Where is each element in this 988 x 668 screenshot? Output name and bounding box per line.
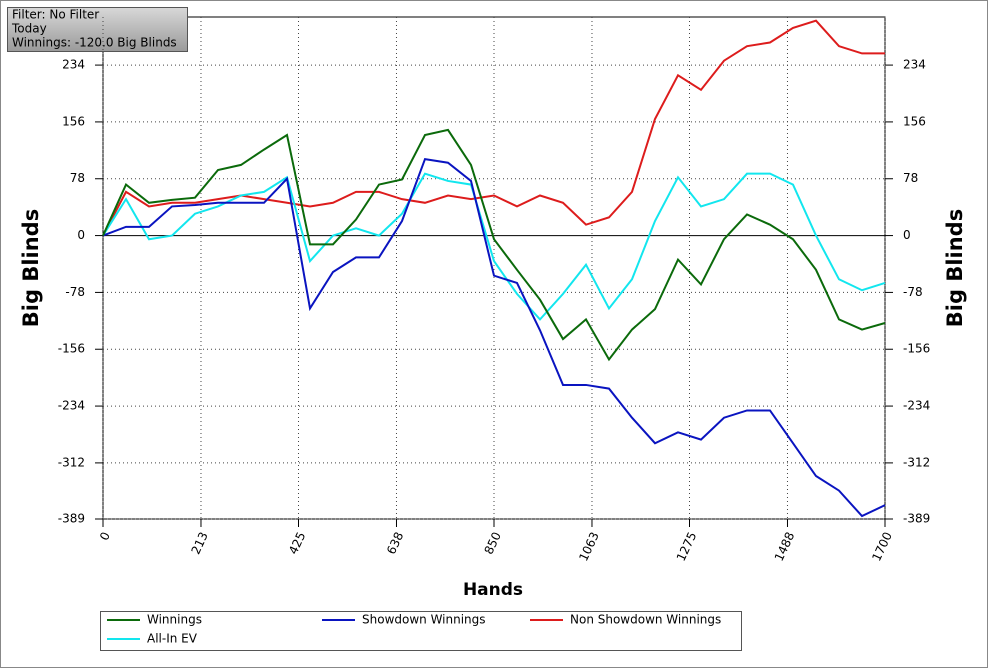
info-box bbox=[7, 7, 188, 52]
y2-tick-label: 156 bbox=[903, 114, 926, 128]
x-axis-label: Hands bbox=[463, 580, 523, 600]
y2-tick-label: -389 bbox=[903, 512, 930, 526]
y2-tick-label: 234 bbox=[903, 58, 926, 72]
y-tick-label: 78 bbox=[70, 171, 85, 185]
info-text: Filter: No Filter bbox=[12, 8, 99, 22]
info-text: Today bbox=[11, 22, 47, 36]
y2-tick-label: -312 bbox=[903, 455, 930, 469]
legend-label: Non Showdown Winnings bbox=[570, 613, 721, 627]
y-axis-label: Big Blinds bbox=[19, 209, 43, 327]
legend-label: Winnings bbox=[147, 613, 202, 627]
series-line bbox=[102, 128, 886, 362]
y-tick-label: 234 bbox=[62, 58, 85, 72]
legend-label: All-In EV bbox=[147, 632, 198, 646]
legend bbox=[100, 611, 742, 651]
y-tick-label: 0 bbox=[77, 228, 85, 242]
info-text: Winnings: -120.0 Big Blinds bbox=[12, 36, 177, 50]
series-line bbox=[102, 172, 886, 321]
series-line bbox=[102, 19, 885, 237]
y2-tick-label: -78 bbox=[903, 285, 923, 299]
y-tick-label: -234 bbox=[58, 399, 85, 413]
y-tick-label: -78 bbox=[65, 285, 85, 299]
y-tick-label: -389 bbox=[58, 512, 85, 526]
y2-axis-label: Big Blinds bbox=[943, 209, 967, 327]
legend-label: Showdown Winnings bbox=[362, 613, 486, 627]
y-tick-label: -156 bbox=[58, 342, 85, 356]
y2-tick-label: -156 bbox=[903, 342, 930, 356]
y2-tick-label: 0 bbox=[903, 228, 911, 242]
y-tick-label: 156 bbox=[62, 114, 85, 128]
y2-tick-label: 78 bbox=[903, 171, 918, 185]
y2-tick-label: -234 bbox=[903, 399, 930, 413]
y-tick-label: -312 bbox=[58, 455, 85, 469]
series-line bbox=[102, 157, 886, 518]
